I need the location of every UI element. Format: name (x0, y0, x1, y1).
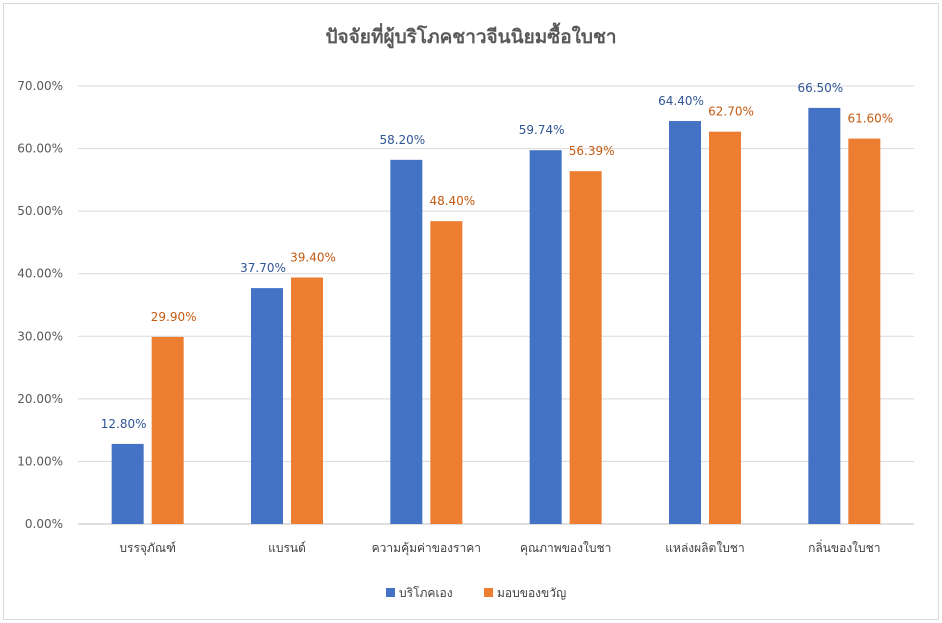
data-label: 61.60% (847, 112, 893, 126)
legend-swatch (484, 588, 493, 597)
x-category-label: แบรนด์ (268, 541, 306, 555)
bar-gift (430, 221, 463, 524)
y-axis-ticks: 0.00% 10.00% 20.00% 30.00% 40.00% 50.00% 60.00… (17, 79, 63, 531)
bar-gift (291, 277, 323, 524)
y-tick-label: 40.00% (17, 267, 63, 281)
bar-gift (569, 171, 602, 524)
y-tick-label: 60.00% (17, 142, 63, 156)
x-category-label: กลิ่นของใบชา (808, 539, 880, 555)
bar-gift (848, 138, 881, 524)
data-label: 56.39% (569, 144, 615, 158)
bar-consume-self (669, 121, 701, 524)
data-label: 64.40% (658, 94, 704, 108)
y-tick-label: 70.00% (17, 79, 63, 93)
bar-gift (151, 336, 184, 524)
legend-item: มอบของขวัญ (484, 586, 566, 600)
bar-consume-self (529, 150, 562, 524)
legend-item: บริโภคเอง (386, 586, 453, 600)
x-category-label: บรรจุภัณฑ์ (119, 541, 176, 556)
data-labels: 12.80% 29.90% 37.70% 39.40% 58.20% 48.40% 59.7… (101, 81, 893, 431)
y-tick-label: 0.00% (25, 517, 63, 531)
data-label: 66.50% (797, 81, 843, 95)
bar-consume-self (808, 107, 841, 525)
x-category-label: คุณภาพของใบชา (520, 541, 611, 556)
data-label: 58.20% (379, 133, 425, 147)
y-tick-label: 50.00% (17, 204, 63, 218)
bar-gift (709, 131, 741, 525)
y-tick-label: 30.00% (17, 329, 63, 343)
legend-swatch (386, 588, 395, 597)
legend-label: มอบของขวัญ (497, 586, 566, 600)
x-category-label: ความคุ้มค่าของราคา (372, 541, 481, 556)
data-label: 39.40% (290, 250, 336, 264)
legend: บริโภคเอง มอบของขวัญ (386, 586, 566, 600)
data-label: 37.70% (240, 261, 286, 275)
gridlines (78, 85, 914, 525)
y-tick-label: 10.00% (17, 454, 63, 468)
x-axis-categories: บรรจุภัณฑ์ แบรนด์ ความคุ้มค่าของราคา คุณภาพ… (119, 539, 880, 556)
y-tick-label: 20.00% (17, 392, 63, 406)
legend-label: บริโภคเอง (399, 586, 453, 600)
data-label: 48.40% (429, 194, 475, 208)
bar-consume-self (390, 159, 423, 524)
x-category-label: แหล่งผลิตใบชา (665, 541, 744, 555)
chart-title: ปัจจัยที่ผู้บริโภคชาวจีนนิยมซื้อใบชา (325, 22, 616, 49)
data-label: 12.80% (101, 417, 147, 431)
bar-consume-self (111, 443, 144, 524)
bar-consume-self (251, 288, 283, 524)
data-label: 29.90% (151, 310, 197, 324)
data-label: 59.74% (519, 123, 565, 137)
bars (111, 107, 881, 525)
data-label: 62.70% (708, 105, 754, 119)
